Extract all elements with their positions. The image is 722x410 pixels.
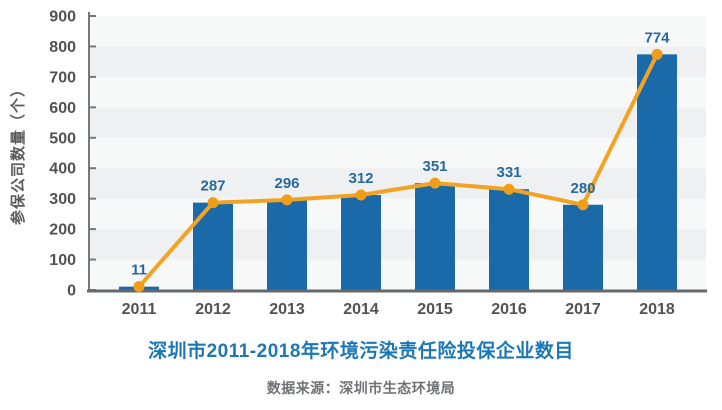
value-label-2016: 331: [496, 164, 521, 181]
grid-band: [88, 76, 706, 108]
x-tick-label-2014: 2014: [343, 301, 379, 318]
data-point-2012: [207, 197, 219, 209]
y-tick-label-200: 200: [49, 222, 76, 239]
data-point-2016: [503, 183, 515, 195]
value-label-2013: 296: [274, 175, 299, 192]
value-label-2015: 351: [422, 158, 447, 175]
data-point-2015: [429, 177, 441, 189]
y-tick-label-800: 800: [49, 39, 76, 56]
bar-2017: [563, 204, 603, 290]
grid-band: [88, 259, 706, 290]
bar-2016: [489, 189, 529, 290]
x-tick-label-2011: 2011: [122, 301, 157, 318]
grid-band: [88, 198, 706, 230]
y-tick-label-700: 700: [49, 69, 76, 86]
x-tick-label-2012: 2012: [195, 301, 231, 318]
data-point-2018: [651, 48, 663, 60]
y-tick-label-300: 300: [49, 191, 76, 208]
bar-2018: [637, 54, 677, 290]
value-label-2017: 280: [570, 180, 595, 197]
trend-line: [137, 52, 659, 289]
x-tick-label-2013: 2013: [269, 301, 305, 318]
y-tick-label-600: 600: [49, 100, 76, 117]
bar-2014: [341, 195, 381, 290]
y-tick-label-100: 100: [49, 252, 76, 269]
grid-band: [88, 46, 706, 77]
value-label-2012: 287: [200, 178, 225, 195]
x-tick-label-2015: 2015: [417, 301, 453, 318]
y-axis-title: 参保公司数量（个）: [9, 81, 27, 225]
grid-band: [88, 229, 706, 260]
chart-canvas: 0 100 200 300 400 500 600 700 800 900 2011 2012 2013…: [9, 9, 707, 318]
grid-band: [88, 107, 706, 138]
bar-2015: [415, 183, 455, 290]
y-tick-label-500: 500: [49, 130, 76, 147]
value-label-2011: 11: [131, 262, 147, 279]
bar-2013: [267, 199, 307, 290]
x-tick-label-2016: 2016: [491, 301, 527, 318]
chart-source: 数据来源：深圳市生态环境局: [266, 380, 456, 396]
data-point-2014: [355, 189, 367, 201]
x-tick-label-2018: 2018: [639, 301, 675, 318]
value-label-2018: 774: [644, 29, 670, 46]
data-point-2017: [577, 199, 589, 211]
grid-band: [88, 16, 706, 47]
grid-band: [88, 168, 706, 199]
data-point-2013: [281, 194, 293, 206]
y-tick-label-900: 900: [49, 9, 76, 26]
data-point-2011: [133, 281, 145, 293]
value-label-2014: 312: [348, 170, 373, 187]
y-tick-label-400: 400: [49, 161, 76, 178]
y-tick-label-0: 0: [67, 283, 76, 300]
chart-title: 深圳市2011-2018年环境污染责任险投保企业数目: [148, 341, 574, 362]
x-tick-label-2017: 2017: [565, 301, 601, 318]
